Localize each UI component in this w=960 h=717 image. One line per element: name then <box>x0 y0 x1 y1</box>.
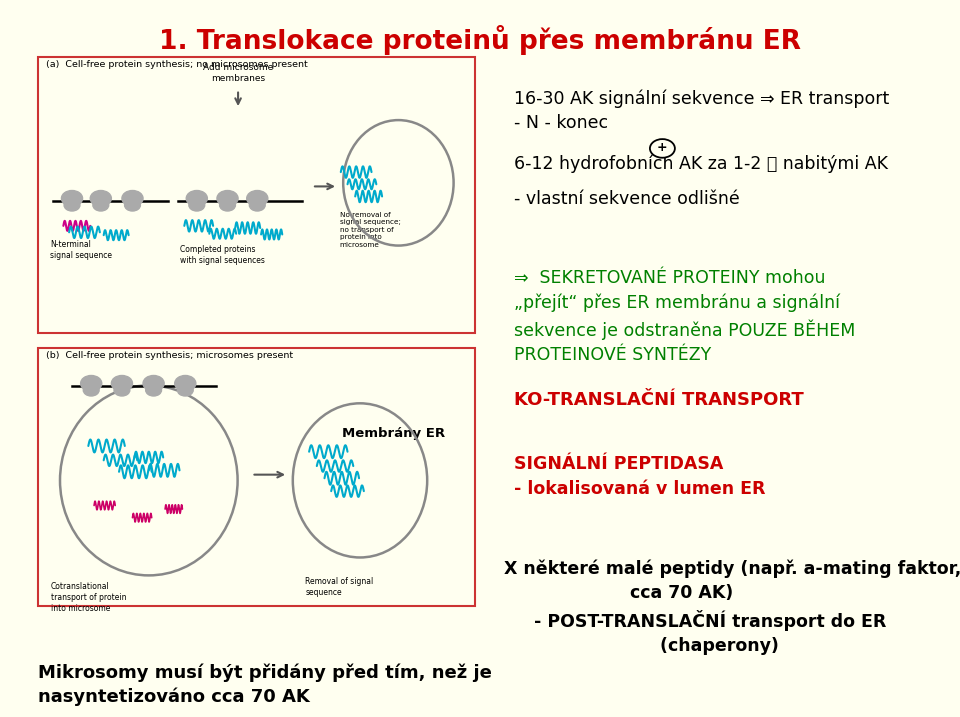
Text: Add microsome
membranes: Add microsome membranes <box>203 63 274 83</box>
Circle shape <box>90 191 111 206</box>
Circle shape <box>125 199 140 211</box>
Text: ⇒  SEKRETOVANÉ PROTEINY mohou
„přejít“ přes ER membránu a signální
sekvence je o: ⇒ SEKRETOVANÉ PROTEINY mohou „přejít“ př… <box>514 269 855 364</box>
Bar <box>38 57 475 333</box>
Circle shape <box>217 191 238 206</box>
Circle shape <box>143 376 164 391</box>
Text: No removal of
signal sequence;
no transport of
protein into
microsome: No removal of signal sequence; no transp… <box>340 212 400 247</box>
Text: Membrány ER: Membrány ER <box>342 427 445 440</box>
Circle shape <box>175 376 196 391</box>
Circle shape <box>93 199 108 211</box>
Circle shape <box>186 191 207 206</box>
Text: Completed proteins
with signal sequences: Completed proteins with signal sequences <box>180 245 265 265</box>
Text: N-terminal
signal sequence: N-terminal signal sequence <box>50 240 112 260</box>
Circle shape <box>61 191 83 206</box>
Circle shape <box>178 384 193 396</box>
Circle shape <box>250 199 265 211</box>
Circle shape <box>84 384 99 396</box>
Text: +: + <box>657 141 668 154</box>
Text: - vlastní sekvence odlišné: - vlastní sekvence odlišné <box>514 190 739 208</box>
Text: Removal of signal
sequence: Removal of signal sequence <box>305 577 373 597</box>
Circle shape <box>189 199 204 211</box>
Text: SIGNÁLNÍ PEPTIDASA
- lokalisovaná v lumen ER: SIGNÁLNÍ PEPTIDASA - lokalisovaná v lume… <box>514 455 765 498</box>
Text: (a)  Cell-free protein synthesis; no microsomes present: (a) Cell-free protein synthesis; no micr… <box>46 60 308 70</box>
Circle shape <box>64 199 80 211</box>
Bar <box>38 348 475 606</box>
Text: 6-12 hydrofobních AK za 1-2 ⓧ nabitými AK: 6-12 hydrofobních AK za 1-2 ⓧ nabitými A… <box>514 154 888 173</box>
Text: KO-TRANSLAČNÍ TRANSPORT: KO-TRANSLAČNÍ TRANSPORT <box>514 391 804 409</box>
Circle shape <box>650 139 675 158</box>
Circle shape <box>114 384 130 396</box>
Circle shape <box>81 376 102 391</box>
Circle shape <box>220 199 235 211</box>
Text: (b)  Cell-free protein synthesis; microsomes present: (b) Cell-free protein synthesis; microso… <box>46 351 293 361</box>
Text: Cotranslational
transport of protein
into microsome: Cotranslational transport of protein int… <box>51 582 127 614</box>
Text: X některé malé peptidy (např. a-mating faktor,
                     cca 70 AK)
 : X některé malé peptidy (např. a-mating f… <box>504 559 960 655</box>
Circle shape <box>247 191 268 206</box>
Text: 1. Translokace proteinů přes membránu ER: 1. Translokace proteinů přes membránu ER <box>159 25 801 55</box>
Text: Mikrosomy musí být přidány před tím, než je
nasyntetizováno cca 70 AK: Mikrosomy musí být přidány před tím, než… <box>38 663 492 706</box>
Circle shape <box>111 376 132 391</box>
Circle shape <box>122 191 143 206</box>
Circle shape <box>146 384 161 396</box>
Text: 16-30 AK signální sekvence ⇒ ER transport
- N - konec: 16-30 AK signální sekvence ⇒ ER transpor… <box>514 90 889 133</box>
